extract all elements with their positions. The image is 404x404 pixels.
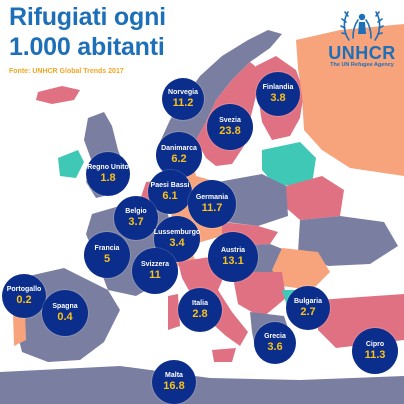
bubble-portogallo: Portogallo 0.2 — [2, 274, 46, 318]
logo-tagline: The UN Refugee Agency — [330, 62, 394, 68]
bubble-regno-unito: Regno Unito 1.8 — [86, 152, 130, 196]
country-name: Malta — [165, 372, 183, 379]
bubble-norvegia: Norvegia 11.2 — [162, 78, 204, 120]
country-name: Austria — [220, 247, 246, 254]
country-value: 3.7 — [128, 216, 144, 228]
country-value: 6.2 — [171, 153, 187, 165]
land-ireland — [58, 150, 84, 178]
bubble-italia: Italia 2.8 — [178, 288, 222, 332]
country-name: Paesi Bassi — [150, 182, 190, 189]
country-value: 1.8 — [100, 172, 116, 184]
country-name: Grecia — [264, 333, 286, 340]
unhcr-logo: UNHCR The UN Refugee Agency — [322, 4, 402, 70]
country-name: Germania — [195, 194, 229, 201]
country-name: Svezia — [219, 117, 241, 124]
land-ukraine — [298, 216, 398, 266]
land-poland — [218, 174, 288, 226]
source-note: Fonte: UNHCR Global Trends 2017 — [9, 68, 124, 75]
bubble-francia: Francia 5 — [84, 232, 130, 278]
bubble-austria: Austria 13.1 — [208, 232, 258, 282]
bubble-svezia: Svezia 23.8 — [207, 104, 253, 150]
country-name: Lussemburgo — [153, 229, 201, 236]
country-name: Finlandia — [262, 84, 294, 91]
country-value: 11.3 — [364, 349, 386, 361]
land-baltics — [262, 142, 316, 186]
title-line-1: Rifugiati ogni — [9, 3, 166, 31]
land-belarus — [284, 176, 344, 220]
bubble-svizzera: Svizzera 11 — [132, 248, 178, 294]
title-line-2: 1.000 abitanti — [9, 33, 165, 61]
bubble-germania: Germania 11.7 — [188, 180, 236, 228]
country-name: Italia — [192, 300, 208, 307]
country-value: 3.8 — [270, 92, 286, 104]
bubble-malta: Malta 16.8 — [152, 360, 196, 404]
bubble-bulgaria: Bulgaria 2.7 — [286, 286, 330, 330]
logo-name: UNHCR — [328, 43, 396, 63]
country-value: 16.8 — [163, 380, 185, 392]
country-value: 3.4 — [169, 237, 185, 249]
country-name: Cipro — [365, 341, 385, 348]
country-name: Portogallo — [6, 286, 42, 293]
country-value: 13.1 — [222, 255, 244, 267]
bubble-belgio: Belgio 3.7 — [114, 196, 158, 240]
country-name: Danimarca — [161, 145, 197, 152]
bubble-grecia: Grecia 3.6 — [254, 322, 296, 364]
bubble-spagna: Spagna 0.4 — [42, 290, 88, 336]
page-title: Rifugiati ogni 1.000 abitanti — [9, 2, 259, 62]
country-name: Francia — [94, 245, 120, 252]
country-value: 11.2 — [172, 97, 194, 109]
country-value: 5 — [103, 253, 111, 265]
land-norway — [160, 30, 282, 152]
land-north-africa — [0, 366, 404, 404]
country-value: 2.7 — [300, 306, 316, 318]
country-value: 11.7 — [201, 202, 223, 214]
country-value: 23.8 — [219, 125, 241, 137]
country-name: Belgio — [125, 208, 147, 215]
country-value: 3.6 — [267, 341, 283, 353]
country-value: 0.4 — [57, 311, 73, 323]
land-russia — [296, 24, 404, 176]
land-balkans — [232, 272, 286, 318]
country-value: 11 — [149, 269, 161, 281]
land-sardinia — [168, 294, 180, 330]
country-value: 2.8 — [192, 308, 208, 320]
bubble-finlandia: Finlandia 3.8 — [256, 72, 300, 116]
country-value: 6.1 — [162, 190, 178, 202]
bubble-cipro: Cipro 11.3 — [352, 328, 398, 374]
country-name: Svizzera — [140, 261, 170, 268]
country-name: Norvegia — [168, 89, 198, 96]
unhcr-hands-person-laurel-icon — [340, 11, 384, 41]
country-name: Bulgaria — [293, 298, 322, 305]
land-iceland — [36, 86, 80, 104]
country-name: Spagna — [52, 303, 78, 310]
country-name: Regno Unito — [87, 164, 129, 171]
land-romania — [272, 248, 330, 290]
land-sicily — [212, 348, 236, 362]
country-value: 0.2 — [16, 294, 32, 306]
